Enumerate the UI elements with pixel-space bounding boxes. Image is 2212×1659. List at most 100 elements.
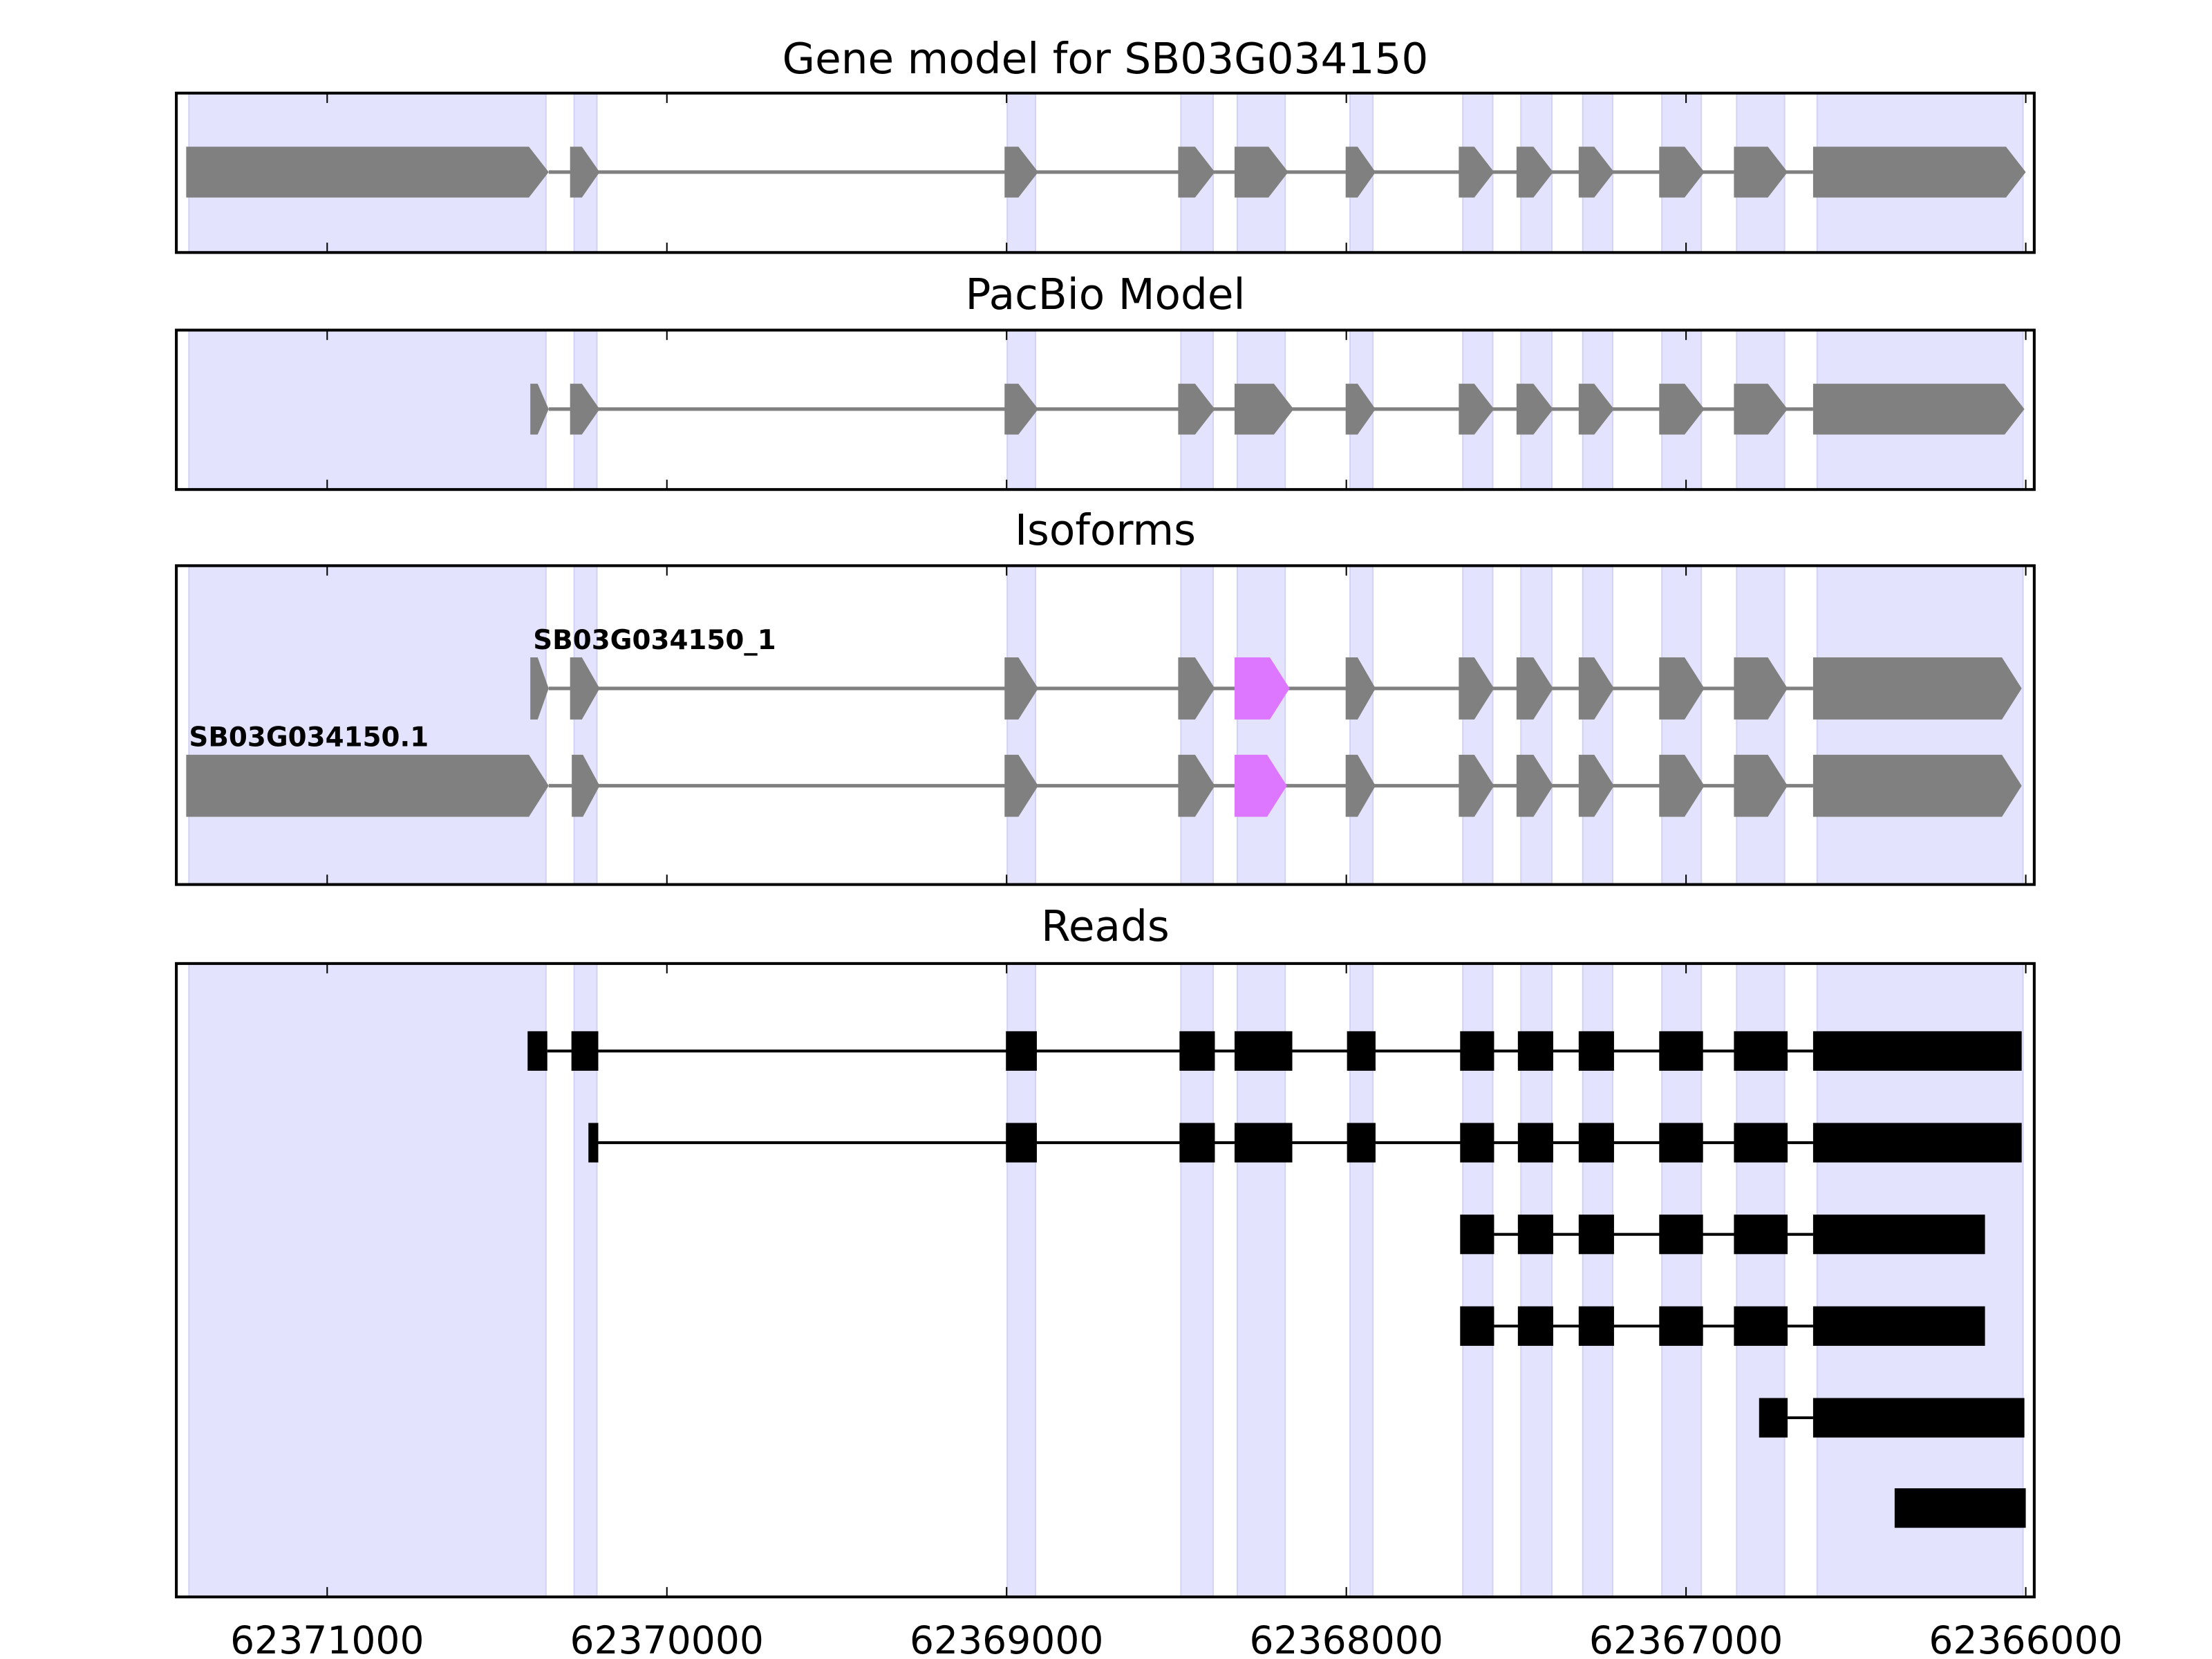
read-exon-block bbox=[1517, 1306, 1553, 1346]
read-exon-block bbox=[1812, 1398, 2025, 1438]
exon-shading bbox=[1520, 565, 1553, 885]
read-exon-block bbox=[1517, 1215, 1553, 1255]
exon-arrow bbox=[1516, 657, 1553, 720]
exon-arrow bbox=[530, 657, 549, 720]
read-exon-block bbox=[1517, 1031, 1553, 1071]
exon-arrow bbox=[1516, 384, 1553, 435]
exon-arrow bbox=[1345, 384, 1376, 435]
exon-shading bbox=[1582, 565, 1613, 885]
exon-shading bbox=[1006, 565, 1037, 885]
panel-frame bbox=[175, 962, 2036, 1599]
read-exon-block bbox=[1234, 1031, 1293, 1071]
panel-title: PacBio Model bbox=[965, 270, 1245, 319]
exon-arrow bbox=[1659, 147, 1705, 198]
read-exon-block bbox=[1894, 1488, 2026, 1528]
read-exon-block bbox=[1812, 1215, 1985, 1255]
exon-arrow bbox=[1459, 754, 1494, 817]
exon-arrow bbox=[572, 754, 600, 817]
exon-arrow bbox=[1578, 754, 1614, 817]
read-exon-block bbox=[1659, 1306, 1703, 1346]
read-exon-block bbox=[1812, 1123, 2022, 1163]
isoform-label: SB03G034150.1 bbox=[189, 722, 429, 753]
panel-frame bbox=[175, 328, 2036, 491]
exon-shading bbox=[188, 329, 547, 491]
exon-arrow bbox=[1459, 384, 1494, 435]
read-exon-block bbox=[1460, 1215, 1494, 1255]
exon-arrow bbox=[1459, 657, 1494, 720]
exon-arrow bbox=[1659, 657, 1705, 720]
exon-shading bbox=[1180, 565, 1215, 885]
exon-arrow bbox=[186, 147, 549, 198]
exon-shading bbox=[1462, 565, 1494, 885]
exon-arrow bbox=[1178, 147, 1215, 198]
exon-arrow bbox=[570, 147, 600, 198]
read-exon-block bbox=[1517, 1123, 1553, 1163]
isoform-label: SB03G034150_1 bbox=[533, 625, 776, 656]
exon-arrow bbox=[1659, 384, 1705, 435]
panel-frame bbox=[175, 91, 2036, 254]
panel-title: Reads bbox=[1041, 902, 1170, 951]
panel-frame bbox=[175, 564, 2036, 886]
exon-arrow bbox=[186, 754, 549, 817]
exon-arrow bbox=[1812, 147, 2026, 198]
exon-arrow bbox=[1345, 147, 1376, 198]
exon-arrow bbox=[1004, 754, 1038, 817]
read-exon-block bbox=[1812, 1031, 2022, 1071]
read-exon-block bbox=[1734, 1031, 1788, 1071]
read-exon-block bbox=[1179, 1123, 1215, 1163]
exon-arrow bbox=[1734, 147, 1788, 198]
read-exon-block bbox=[1460, 1306, 1494, 1346]
exon-arrow bbox=[1578, 657, 1614, 720]
exon-shading bbox=[573, 565, 598, 885]
exon-arrow bbox=[570, 384, 600, 435]
x-tick-label: 62369000 bbox=[910, 1618, 1103, 1659]
exon-shading bbox=[1236, 565, 1286, 885]
exon-arrow bbox=[1178, 657, 1215, 720]
exon-arrow bbox=[1178, 384, 1215, 435]
panel-title: Isoforms bbox=[1015, 506, 1196, 555]
exon-shading bbox=[1349, 565, 1374, 885]
read-exon-block bbox=[1460, 1123, 1494, 1163]
exon-shading bbox=[1661, 565, 1703, 885]
read-exon-block bbox=[571, 1031, 599, 1071]
exon-arrow bbox=[1812, 754, 2022, 817]
read-exon-block bbox=[527, 1031, 547, 1071]
exon-shading bbox=[1816, 565, 2024, 885]
exon-arrow bbox=[1734, 384, 1788, 435]
exon-arrow bbox=[1812, 657, 2022, 720]
read-exon-block bbox=[1734, 1306, 1788, 1346]
read-exon-block bbox=[1347, 1031, 1376, 1071]
exon-arrow bbox=[1812, 384, 2025, 435]
highlighted-exon-arrow bbox=[1234, 657, 1290, 720]
read-exon-block bbox=[1006, 1031, 1037, 1071]
x-tick-label: 62366000 bbox=[1929, 1618, 2122, 1659]
x-tick-label: 62367000 bbox=[1589, 1618, 1783, 1659]
read-exon-block bbox=[1578, 1123, 1614, 1163]
x-tick-label: 62371000 bbox=[230, 1618, 424, 1659]
exon-arrow bbox=[1516, 754, 1553, 817]
exon-arrow bbox=[1578, 384, 1614, 435]
exon-arrow bbox=[1659, 754, 1705, 817]
exon-arrow bbox=[1004, 384, 1038, 435]
panel-title: Gene model for SB03G034150 bbox=[782, 35, 1429, 84]
exon-arrow bbox=[1734, 754, 1788, 817]
exon-arrow bbox=[1004, 147, 1038, 198]
x-tick-label: 62368000 bbox=[1249, 1618, 1443, 1659]
x-tick-label: 62370000 bbox=[570, 1618, 764, 1659]
exon-arrow bbox=[570, 657, 600, 720]
read-exon-block bbox=[1234, 1123, 1293, 1163]
read-exon-block bbox=[1812, 1306, 1985, 1346]
exon-arrow bbox=[530, 384, 549, 435]
read-exon-block bbox=[1734, 1215, 1788, 1255]
exon-shading bbox=[1736, 565, 1785, 885]
read-exon-block bbox=[588, 1123, 599, 1163]
exon-arrow bbox=[1734, 657, 1788, 720]
exon-arrow bbox=[1178, 754, 1215, 817]
read-exon-block bbox=[1578, 1306, 1614, 1346]
exon-arrow bbox=[1345, 657, 1376, 720]
read-exon-block bbox=[1578, 1215, 1614, 1255]
read-exon-block bbox=[1659, 1123, 1703, 1163]
exon-arrow bbox=[1004, 657, 1038, 720]
read-exon-block bbox=[1734, 1123, 1788, 1163]
exon-shading bbox=[188, 962, 547, 1598]
